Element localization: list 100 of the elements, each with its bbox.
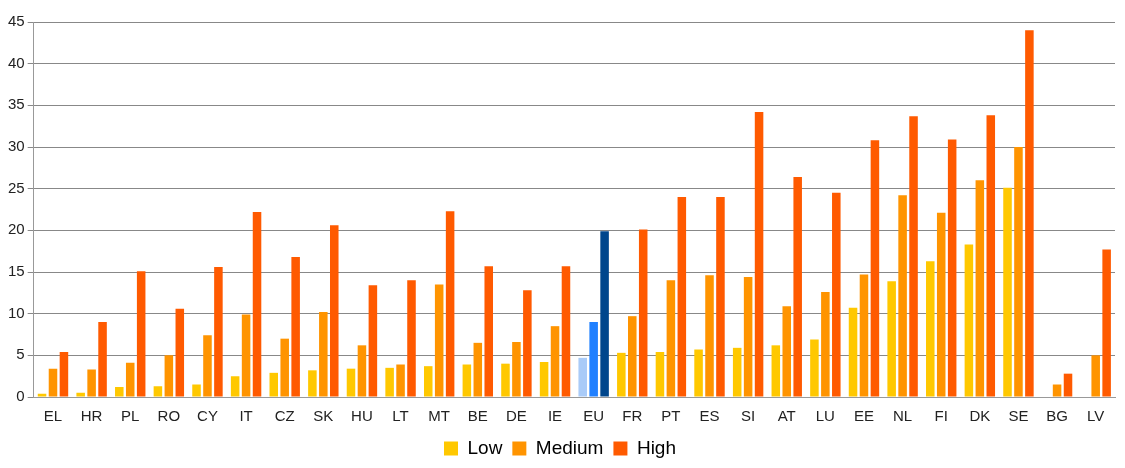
x-tick-label: HU [351, 407, 373, 425]
bar [666, 280, 676, 397]
bar [423, 366, 433, 397]
x-tick-label: EL [43, 407, 63, 425]
bar [98, 322, 107, 397]
bar [743, 277, 753, 397]
bar [252, 212, 262, 397]
bar [926, 261, 935, 397]
x-tick-label: PT [661, 407, 681, 425]
bar [975, 180, 985, 397]
legend-label: High [636, 436, 677, 458]
x-tick-label: DE [505, 407, 527, 425]
x-tick-label: DK [969, 407, 991, 425]
bar [407, 280, 416, 397]
bar [291, 257, 300, 397]
bar [346, 368, 356, 397]
y-tick-label: 10 [8, 303, 25, 321]
bar [368, 285, 378, 397]
x-tick-label: EE [853, 407, 874, 425]
bar [1014, 147, 1023, 397]
x-tick-label: RO [157, 407, 181, 425]
bar [578, 357, 587, 397]
bar [241, 314, 251, 397]
bar [947, 139, 957, 397]
bar [870, 140, 880, 397]
bar [550, 326, 560, 397]
bar [203, 335, 212, 397]
bar [887, 281, 896, 397]
bar [48, 368, 58, 397]
y-tick-label: 0 [16, 387, 25, 405]
bar [600, 231, 609, 397]
x-tick-label: LU [815, 407, 835, 425]
y-tick-label: 25 [8, 178, 25, 196]
bar [589, 322, 598, 397]
bar [115, 387, 124, 397]
x-tick-label: BG [1046, 407, 1068, 425]
bar [617, 352, 626, 397]
bar [1025, 30, 1034, 397]
legend-label: Medium [535, 436, 604, 458]
bar [561, 266, 571, 397]
bar [434, 284, 444, 397]
x-tick-label: SI [741, 407, 756, 425]
bar [628, 316, 637, 397]
x-tick-label: CZ [274, 407, 295, 425]
x-tick-label: AT [777, 407, 796, 425]
x-tick-label: LT [392, 407, 409, 425]
bar [153, 386, 163, 397]
x-tick-label: FI [934, 407, 948, 425]
x-tick-label: HR [80, 407, 103, 425]
x-tick-label: FR [622, 407, 643, 425]
bar [782, 306, 792, 397]
bar [964, 244, 974, 397]
legend-label: Low [467, 436, 503, 458]
x-tick-label: SE [1008, 407, 1029, 425]
bar [936, 212, 946, 397]
bar [512, 342, 521, 397]
bar [655, 352, 665, 397]
bar [832, 192, 841, 397]
bar [694, 349, 703, 397]
bar [87, 369, 96, 397]
y-tick-label: 35 [8, 95, 25, 113]
bar [269, 372, 279, 397]
x-tick-label: PL [121, 407, 140, 425]
bar [319, 312, 328, 397]
bar [125, 362, 135, 397]
bar [859, 274, 869, 397]
bar [848, 307, 858, 397]
bar [484, 266, 494, 397]
bar [473, 342, 483, 397]
bar [1091, 355, 1100, 397]
bar [385, 367, 394, 397]
bar [909, 116, 918, 397]
bar [1102, 249, 1111, 397]
y-tick-label: 40 [8, 53, 25, 71]
bar [898, 195, 907, 397]
bar [716, 197, 725, 397]
bar [175, 308, 185, 397]
y-tick-label: 15 [8, 262, 25, 280]
y-tick-label: 5 [16, 345, 25, 363]
bar [1052, 384, 1062, 397]
bar [677, 197, 687, 397]
x-tick-label: MT [428, 407, 451, 425]
x-tick-label: BE [467, 407, 488, 425]
bar [396, 364, 405, 397]
bar [810, 339, 819, 397]
bar [357, 345, 367, 397]
x-tick-label: CY [197, 407, 218, 425]
bar [280, 338, 289, 397]
bar [638, 229, 648, 397]
bar [539, 362, 549, 397]
bar [1003, 187, 1012, 397]
x-tick-label: ES [699, 407, 720, 425]
x-tick-label: SK [313, 407, 334, 425]
bar [793, 177, 802, 397]
bar [308, 370, 317, 397]
bar [523, 290, 532, 397]
bar [230, 376, 240, 397]
bar [59, 352, 69, 397]
bar [986, 115, 996, 397]
bar [821, 292, 830, 397]
